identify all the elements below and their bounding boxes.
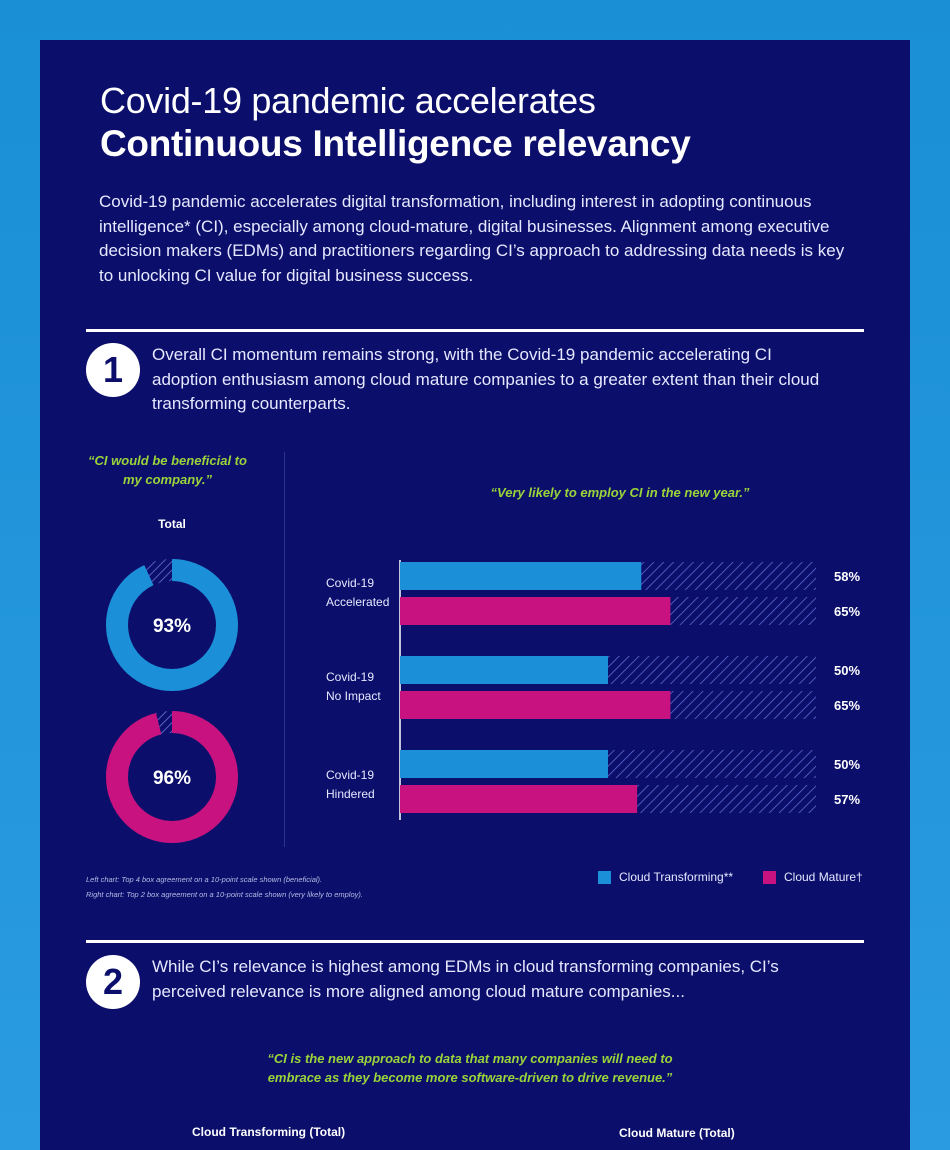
legend-swatch-cloud-mature — [763, 870, 776, 884]
section1-divider — [86, 329, 864, 332]
bar-label-cloud-mature-1: 65% — [834, 698, 860, 713]
category-label-hindered-line2: Hindered — [326, 787, 375, 801]
legend-cloud-mature: Cloud Mature† — [763, 870, 863, 884]
bar-cloud-mature-0 — [400, 597, 671, 625]
bar-cloud-mature-1 — [400, 691, 671, 719]
infographic-card: Covid-19 pandemic accelerates Continuous… — [40, 40, 910, 1150]
section1-text: Overall CI momentum remains strong, with… — [152, 345, 820, 413]
bar-cloud-transforming-1 — [400, 656, 608, 684]
chart-footnote: Left chart: Top 4 box agreement on a 10-… — [86, 872, 363, 902]
bar-chart: 58% 65% 50% 65% 50% 57% — [399, 560, 860, 820]
category-label-no-impact: Covid-19 No Impact — [326, 668, 381, 706]
column-title-cloud-mature: Cloud Mature (Total) — [619, 1126, 735, 1140]
section2-quote: “CI is the new approach to data that man… — [267, 1051, 673, 1085]
donut-cloud-mature: 96% — [106, 711, 238, 843]
bar-cloud-mature-2 — [400, 785, 638, 813]
section2-number-badge: 2 — [86, 955, 140, 1009]
footnote-line2: Right chart: Top 2 box agreement on a 10… — [86, 890, 363, 899]
bar-chart-bars: 58% 65% 50% 65% 50% 57% — [400, 562, 860, 813]
category-label-accelerated: Covid-19 Accelerated — [326, 574, 389, 612]
page-title-line2: Continuous Intelligence relevancy — [100, 123, 691, 164]
category-label-no-impact-line1: Covid-19 — [326, 670, 375, 684]
bar-label-cloud-transforming-1: 50% — [834, 663, 860, 678]
column-title-cloud-transforming: Cloud Transforming (Total) — [192, 1125, 346, 1139]
donut-cloud-transforming-label: 93% — [153, 616, 191, 637]
bar-label-cloud-transforming-0: 58% — [834, 569, 860, 584]
category-label-accelerated-line2: Accelerated — [326, 595, 390, 609]
category-label-accelerated-line1: Covid-19 — [326, 576, 375, 590]
bar-label-cloud-mature-2: 57% — [834, 792, 860, 807]
chart-separator — [284, 452, 285, 847]
intro-paragraph: Covid-19 pandemic accelerates digital tr… — [99, 192, 845, 285]
section2-text: While CI’s relevance is highest among ED… — [152, 957, 779, 1001]
donut-charts: 93% 96% — [106, 559, 238, 843]
section1-number-badge: 1 — [86, 343, 140, 397]
section2-divider — [86, 940, 864, 943]
bar-cloud-transforming-2 — [400, 750, 608, 778]
legend-label-cloud-transforming: Cloud Transforming** — [619, 870, 734, 884]
donut-cloud-transforming: 93% — [106, 559, 238, 691]
donut-cloud-transforming-arc — [106, 559, 238, 691]
category-label-hindered-line1: Covid-19 — [326, 768, 375, 782]
right-chart-quote: “Very likely to employ CI in the new yea… — [490, 485, 750, 500]
left-chart-quote: “CI would be beneficial to my company.” — [88, 453, 247, 487]
donut-cloud-mature-label: 96% — [153, 768, 191, 789]
left-chart-subtitle: Total — [158, 517, 186, 531]
category-label-hindered: Covid-19 Hindered — [326, 766, 375, 804]
legend-label-cloud-mature: Cloud Mature† — [784, 870, 863, 884]
bar-cloud-transforming-0 — [400, 562, 642, 590]
category-label-no-impact-line2: No Impact — [326, 689, 381, 703]
legend-cloud-transforming: Cloud Transforming** — [598, 870, 733, 884]
legend-swatch-cloud-transforming — [598, 870, 611, 884]
bar-label-cloud-transforming-2: 50% — [834, 757, 860, 772]
bar-label-cloud-mature-0: 65% — [834, 604, 860, 619]
footnote-line1: Left chart: Top 4 box agreement on a 10-… — [86, 875, 323, 884]
donut-cloud-mature-arc — [106, 711, 238, 843]
page-title-line1: Covid-19 pandemic accelerates — [100, 80, 596, 121]
